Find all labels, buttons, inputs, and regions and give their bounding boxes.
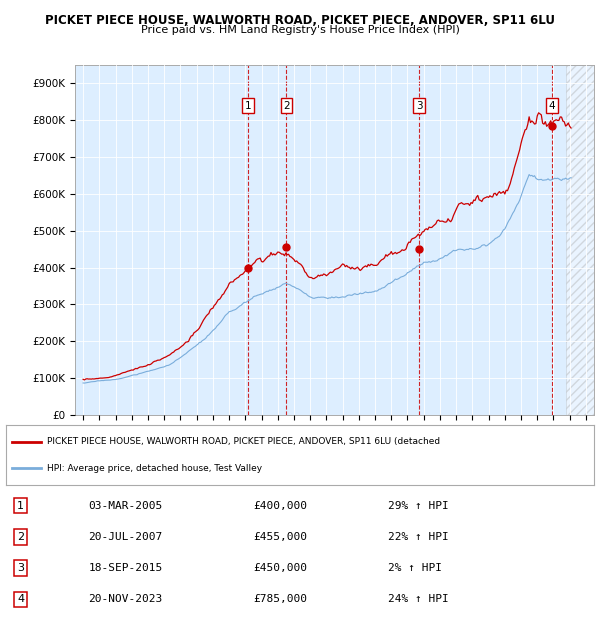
- Text: 2% ↑ HPI: 2% ↑ HPI: [388, 563, 442, 573]
- Text: 20-JUL-2007: 20-JUL-2007: [88, 532, 163, 542]
- Text: £785,000: £785,000: [253, 595, 307, 604]
- Text: 1: 1: [245, 100, 251, 110]
- Text: 24% ↑ HPI: 24% ↑ HPI: [388, 595, 449, 604]
- Text: 1: 1: [17, 500, 24, 511]
- Text: 3: 3: [17, 563, 24, 573]
- Text: £450,000: £450,000: [253, 563, 307, 573]
- Text: 18-SEP-2015: 18-SEP-2015: [88, 563, 163, 573]
- Text: PICKET PIECE HOUSE, WALWORTH ROAD, PICKET PIECE, ANDOVER, SP11 6LU: PICKET PIECE HOUSE, WALWORTH ROAD, PICKE…: [45, 14, 555, 27]
- Text: HPI: Average price, detached house, Test Valley: HPI: Average price, detached house, Test…: [47, 464, 262, 472]
- Text: 20-NOV-2023: 20-NOV-2023: [88, 595, 163, 604]
- Text: Price paid vs. HM Land Registry's House Price Index (HPI): Price paid vs. HM Land Registry's House …: [140, 25, 460, 35]
- Text: 03-MAR-2005: 03-MAR-2005: [88, 500, 163, 511]
- Text: 2: 2: [283, 100, 290, 110]
- Text: 4: 4: [17, 595, 24, 604]
- Text: PICKET PIECE HOUSE, WALWORTH ROAD, PICKET PIECE, ANDOVER, SP11 6LU (detached: PICKET PIECE HOUSE, WALWORTH ROAD, PICKE…: [47, 437, 440, 446]
- Text: 2: 2: [17, 532, 24, 542]
- Text: 4: 4: [548, 100, 555, 110]
- Text: 22% ↑ HPI: 22% ↑ HPI: [388, 532, 449, 542]
- Text: 3: 3: [416, 100, 422, 110]
- Text: £400,000: £400,000: [253, 500, 307, 511]
- Text: 29% ↑ HPI: 29% ↑ HPI: [388, 500, 449, 511]
- Bar: [566, 65, 594, 415]
- Text: £455,000: £455,000: [253, 532, 307, 542]
